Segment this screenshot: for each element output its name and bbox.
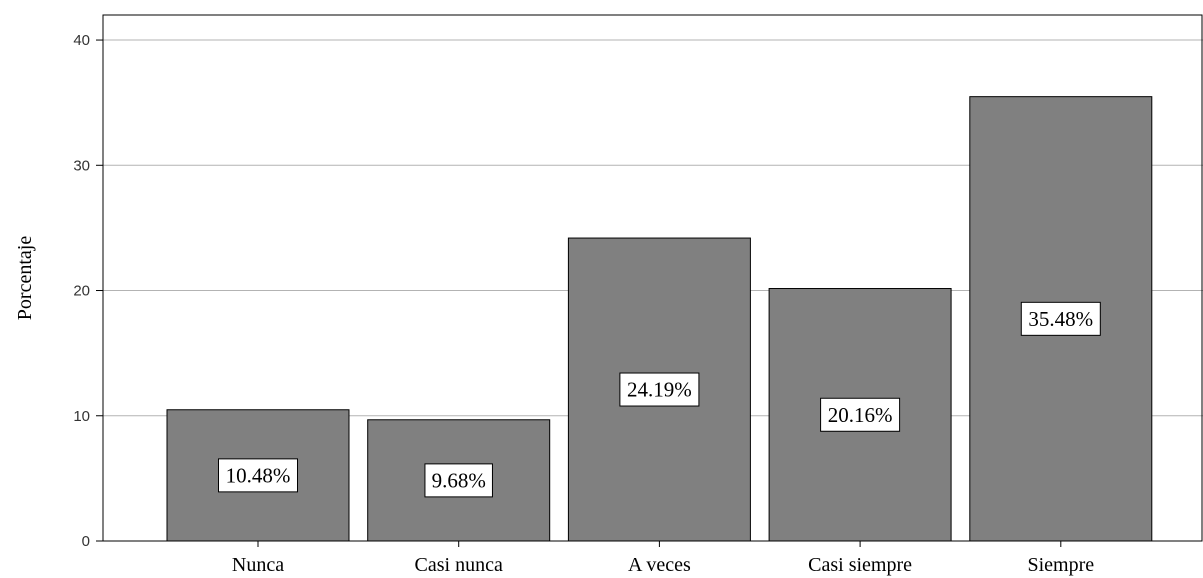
data-label: 10.48% xyxy=(226,463,291,487)
x-axis-categories: Nunca Casi nunca A veces Casi siempre Siempr… xyxy=(232,541,1094,576)
y-axis-ticks: 0 10 20 30 40 xyxy=(73,32,103,550)
y-tick-label: 0 xyxy=(82,533,90,550)
category-label: Casi siempre xyxy=(808,554,912,576)
category-label: A veces xyxy=(628,554,691,576)
data-label: 35.48% xyxy=(1028,307,1093,331)
data-label: 9.68% xyxy=(432,468,486,492)
y-axis-label: Porcentaje xyxy=(14,236,36,321)
category-label: Casi nunca xyxy=(415,554,503,576)
y-tick-label: 40 xyxy=(73,32,90,49)
bars xyxy=(166,96,1153,542)
category-label: Siempre xyxy=(1027,554,1094,576)
y-tick-label: 20 xyxy=(73,283,90,300)
y-tick-label: 30 xyxy=(73,157,90,174)
data-label-box xyxy=(218,458,298,493)
category-label: Nunca xyxy=(232,554,284,576)
data-label-box xyxy=(619,372,700,407)
plot-frame xyxy=(102,14,1203,542)
bar xyxy=(166,409,350,542)
y-tick-label: 10 xyxy=(73,408,90,425)
data-label-box xyxy=(424,463,493,498)
data-label: 24.19% xyxy=(627,378,692,402)
data-label-box xyxy=(1020,301,1101,336)
data-label-box xyxy=(820,397,901,432)
data-label: 20.16% xyxy=(828,403,893,427)
data-labels: 10.48% 9.68% 24.19% 20.16% 35.48% xyxy=(218,301,1101,498)
